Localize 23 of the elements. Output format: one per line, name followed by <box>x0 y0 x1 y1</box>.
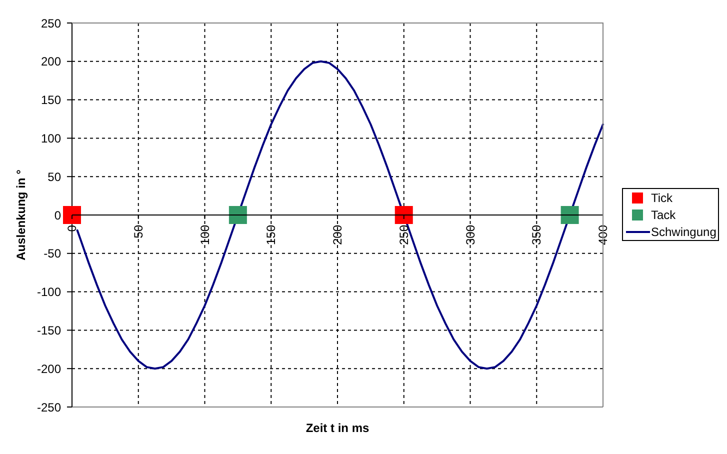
legend-label: Tack <box>651 208 676 222</box>
x-tick-label: 100 <box>198 224 212 246</box>
y-tick-label: 150 <box>40 93 62 108</box>
x-tick-label: 350 <box>530 224 544 246</box>
legend-label: Schwingung <box>651 224 716 238</box>
legend-label: Tick <box>651 190 673 204</box>
x-axis-title: Zeit t in ms <box>306 421 370 435</box>
x-tick-label: 300 <box>463 224 478 246</box>
x-tick-label: 200 <box>330 224 344 246</box>
x-tick-label: 50 <box>131 224 146 238</box>
y-axis-title: Auslenkung in ° <box>14 169 28 260</box>
y-tick-label: -100 <box>36 285 62 300</box>
y-tick-label: 200 <box>40 54 62 69</box>
y-tick-label: -200 <box>36 362 62 376</box>
y-tick-label: 250 <box>40 16 62 30</box>
y-tick-label: 100 <box>40 131 62 146</box>
y-tick-label: -50 <box>44 246 62 261</box>
y-tick-label: -250 <box>36 400 62 414</box>
x-tick-label: 250 <box>396 224 411 246</box>
x-tick-label: 150 <box>264 224 278 246</box>
y-tick-label: -150 <box>36 323 62 338</box>
y-tick-label: 0 <box>54 208 62 222</box>
y-tick-label: 50 <box>48 170 62 184</box>
